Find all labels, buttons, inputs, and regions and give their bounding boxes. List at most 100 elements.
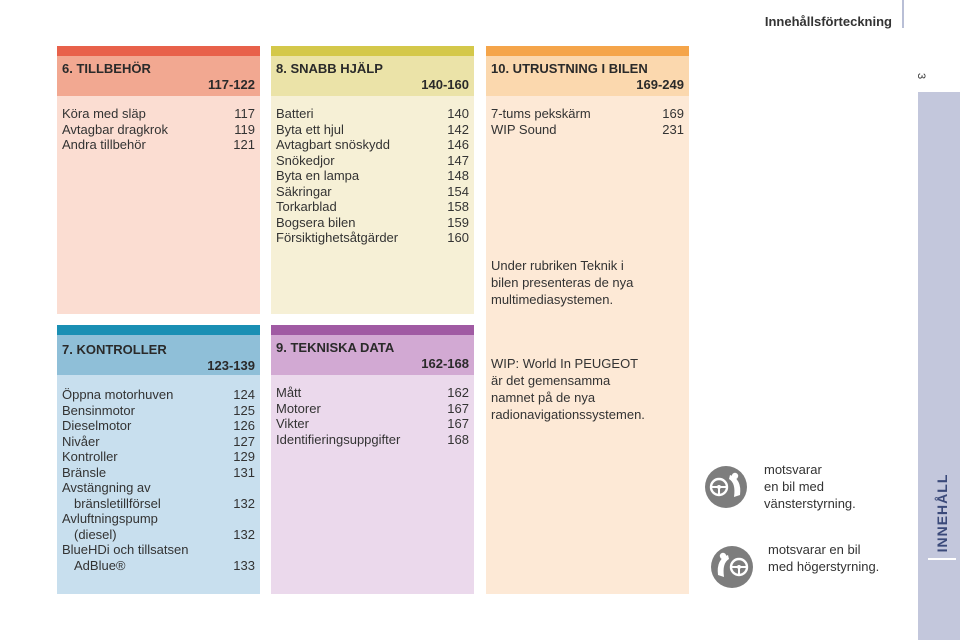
toc-entry[interactable]: Avluftningspump (diesel) 132: [62, 511, 255, 542]
toc-entry[interactable]: Bränsle 131: [62, 465, 255, 481]
toc-entry[interactable]: BlueHDi och tillsatsen AdBlue® 133: [62, 542, 255, 573]
page-title: Innehållsförteckning: [764, 14, 892, 29]
section-note-teknik: Under rubriken Teknik i bilen presentera…: [491, 257, 686, 308]
toc-entry[interactable]: Motorer 167: [276, 401, 469, 417]
section-title: 7. KONTROLLER: [62, 342, 167, 357]
legend-line: vänsterstyrning.: [764, 496, 856, 511]
toc-entry-label: Öppna motorhuven: [62, 387, 174, 402]
section-title: 6. TILLBEHÖR: [62, 61, 151, 76]
toc-entry[interactable]: Bogsera bilen 159: [276, 215, 469, 231]
toc-entry[interactable]: WIP Sound 231: [491, 122, 684, 138]
section-title: 8. SNABB HJÄLP: [276, 61, 383, 76]
legend-rhd-text: motsvarar en bil med högerstyrning.: [768, 541, 879, 575]
toc-entry-page: 126: [233, 418, 255, 433]
toc-entry-label: Vikter: [276, 416, 309, 431]
note-line: bilen presenteras de nya: [491, 275, 634, 290]
section-color-bar: [57, 325, 260, 335]
note-line: radionavigationssystemen.: [491, 407, 645, 422]
toc-entry-label: Andra tillbehör: [62, 137, 146, 152]
section-title: 9. TEKNISKA DATA: [276, 340, 395, 355]
toc-entry-page: 125: [233, 402, 255, 418]
toc-entry[interactable]: Nivåer 127: [62, 434, 255, 450]
toc-entry-page: 132: [233, 495, 255, 511]
toc-entry-label: Snökedjor: [276, 152, 335, 168]
toc-entry-page: 169: [662, 106, 684, 121]
toc-entry[interactable]: Identifieringsuppgifter 168: [276, 432, 469, 448]
toc-entry[interactable]: Andra tillbehör 121: [62, 137, 255, 153]
toc-entry-label-continued: (diesel): [74, 526, 117, 542]
section-title: 10. UTRUSTNING I BILEN: [491, 61, 648, 76]
toc-entry-label: Avtagbar dragkrok: [62, 121, 168, 137]
section-item-list: Köra med släp 117 Avtagbar dragkrok 119 Andr…: [62, 106, 255, 153]
toc-entry[interactable]: Försiktighetsåtgärder 160: [276, 230, 469, 246]
toc-entry[interactable]: Torkarblad 158: [276, 199, 469, 215]
toc-entry-page: 133: [233, 557, 255, 573]
section-page-range: 117-122: [208, 77, 255, 92]
toc-entry-page: 124: [233, 387, 255, 402]
section-page-range: 140-160: [421, 77, 469, 92]
section-tillbehor: 6. TILLBEHÖR 117-122 Köra med släp 117 Avt…: [57, 46, 260, 314]
toc-entry[interactable]: Dieselmotor 126: [62, 418, 255, 434]
toc-entry-label: Kontroller: [62, 449, 118, 464]
toc-entry[interactable]: Kontroller 129: [62, 449, 255, 465]
toc-entry-label: Försiktighetsåtgärder: [276, 230, 399, 245]
toc-entry-label: BlueHDi och tillsatsen: [62, 542, 189, 557]
section-color-bar: [271, 46, 474, 56]
toc-entry[interactable]: Avtagbart snöskydd 146: [276, 137, 469, 153]
toc-entry-label: Torkarblad: [276, 199, 337, 214]
section-color-bar: [486, 46, 689, 56]
toc-entry[interactable]: Öppna motorhuven 124: [62, 387, 255, 403]
toc-entry[interactable]: Vikter 167: [276, 416, 469, 432]
toc-entry[interactable]: Avtagbar dragkrok 119: [62, 122, 255, 138]
toc-entry-label: Avluftningspump: [62, 511, 158, 526]
page-number: 3: [915, 72, 927, 80]
toc-entry-page: 147: [447, 152, 469, 168]
side-tab-label: INNEHÅLL: [934, 473, 950, 553]
toc-entry-label-continued: bränsletillförsel: [74, 495, 161, 511]
toc-entry-label: 7-tums pekskärm: [491, 106, 591, 121]
header-divider: [902, 0, 904, 28]
toc-entry-label: Batteri: [276, 106, 314, 121]
section-snabb-hjalp: 8. SNABB HJÄLP 140-160 Batteri 140 Byta et…: [271, 46, 474, 314]
section-item-list: Öppna motorhuven 124 Bensinmotor 125 Dieselm…: [62, 387, 255, 573]
toc-entry-page: 162: [447, 385, 469, 400]
toc-entry[interactable]: Mått 162: [276, 385, 469, 401]
legend-line: en bil med: [764, 479, 824, 494]
section-header[interactable]: 9. TEKNISKA DATA 162-168: [271, 335, 474, 375]
toc-entry-page: 167: [447, 400, 469, 416]
toc-entry-label: Identifieringsuppgifter: [276, 431, 401, 447]
toc-entry-page: 127: [233, 433, 255, 449]
toc-entry-label-continued: AdBlue®: [74, 557, 126, 573]
legend-lhd-text: motsvarar en bil med vänsterstyrning.: [764, 461, 856, 512]
section-header[interactable]: 10. UTRUSTNING I BILEN 169-249: [486, 56, 689, 96]
toc-entry-page: 148: [447, 168, 469, 183]
toc-entry[interactable]: Bensinmotor 125: [62, 403, 255, 419]
note-line: Under rubriken Teknik i: [491, 258, 624, 273]
side-tab-divider: [928, 558, 956, 560]
toc-entry-label: Bränsle: [62, 464, 107, 480]
toc-entry[interactable]: Köra med släp 117: [62, 106, 255, 122]
note-line: multimediasystemen.: [491, 292, 614, 307]
section-header[interactable]: 8. SNABB HJÄLP 140-160: [271, 56, 474, 96]
toc-entry[interactable]: Byta en lampa 148: [276, 168, 469, 184]
toc-entry[interactable]: Snökedjor 147: [276, 153, 469, 169]
toc-entry-page: 140: [447, 106, 469, 121]
toc-entry[interactable]: 7-tums pekskärm 169: [491, 106, 684, 122]
section-color-bar: [57, 46, 260, 56]
toc-entry-label: Byta ett hjul: [276, 121, 344, 137]
toc-entry-label: Bogsera bilen: [276, 214, 356, 230]
section-tekniska-data: 9. TEKNISKA DATA 162-168 Mått 162 Motorer 1…: [271, 325, 474, 594]
toc-entry[interactable]: Batteri 140: [276, 106, 469, 122]
side-tab[interactable]: [918, 92, 960, 640]
toc-entry[interactable]: Byta ett hjul 142: [276, 122, 469, 138]
toc-entry[interactable]: Avstängning av bränsletillförsel 132: [62, 480, 255, 511]
section-item-list: Batteri 140 Byta ett hjul 142 Avtagbart snös…: [276, 106, 469, 246]
legend-line: med högerstyrning.: [768, 559, 880, 574]
toc-entry[interactable]: Säkringar 154: [276, 184, 469, 200]
section-header[interactable]: 7. KONTROLLER 123-139: [57, 335, 260, 375]
toc-entry-page: 119: [234, 121, 255, 137]
toc-entry-label: Avstängning av: [62, 480, 151, 495]
toc-entry-page: 142: [447, 121, 469, 137]
section-header[interactable]: 6. TILLBEHÖR 117-122: [57, 56, 260, 96]
section-note-wip: WIP: World In PEUGEOT är det gemensamma …: [491, 355, 686, 423]
